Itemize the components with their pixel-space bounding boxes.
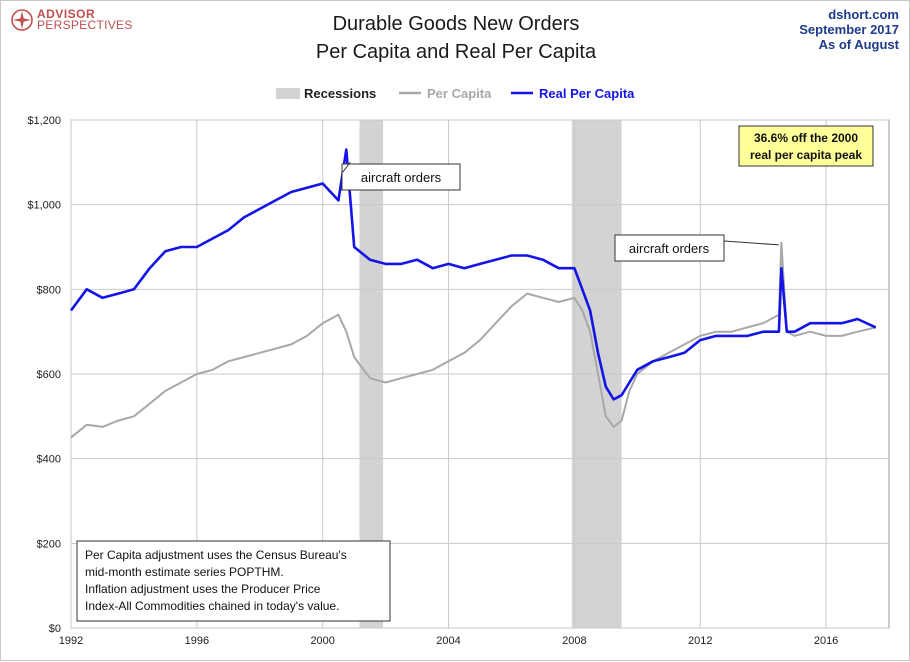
logo-line2: PERSPECTIVES bbox=[37, 18, 133, 32]
as-of-text: As of August bbox=[818, 37, 899, 52]
callout-text-2014: aircraft orders bbox=[629, 241, 710, 256]
series-line-real-per-capita bbox=[69, 148, 877, 401]
date-text: September 2017 bbox=[799, 22, 899, 37]
logo-line1: ADVISOR bbox=[37, 7, 96, 21]
y-tick-label: $600 bbox=[37, 369, 61, 381]
source-block: dshort.com September 2017 As of August bbox=[799, 7, 899, 52]
series-line-per-capita bbox=[70, 241, 877, 439]
x-tick-label: 2008 bbox=[562, 635, 586, 647]
x-tick-label: 2016 bbox=[814, 635, 838, 647]
legend-swatch-recessions bbox=[276, 88, 300, 99]
peak-note-box bbox=[738, 125, 874, 167]
methodology-note-line-2: Inflation adjustment uses the Producer P… bbox=[85, 582, 321, 596]
methodology-note-line-3: Index-All Commodities chained in today's… bbox=[85, 599, 339, 613]
y-tick-label: $800 bbox=[37, 284, 61, 296]
y-tick-label: $200 bbox=[37, 538, 61, 550]
x-tick-label: 2000 bbox=[310, 635, 334, 647]
callout-pointer-2014 bbox=[723, 240, 779, 246]
advisor-perspectives-logo: ADVISOR PERSPECTIVES bbox=[11, 7, 133, 32]
callout-box-2014 bbox=[614, 234, 725, 262]
callout-pointer-2000 bbox=[341, 162, 351, 174]
y-tick-label: $1,200 bbox=[27, 115, 61, 127]
peak-note-line2: real per capita peak bbox=[750, 148, 862, 162]
compass-icon bbox=[11, 9, 33, 31]
methodology-note-box bbox=[76, 540, 391, 622]
y-tick-label: $0 bbox=[49, 623, 61, 635]
x-tick-label: 2004 bbox=[436, 635, 460, 647]
callout-box-2000 bbox=[341, 163, 461, 191]
source-text: dshort.com bbox=[828, 7, 899, 22]
peak-note-line1: 36.6% off the 2000 bbox=[754, 131, 858, 145]
legend-label-2: Real Per Capita bbox=[539, 86, 635, 101]
methodology-note-line-0: Per Capita adjustment uses the Census Bu… bbox=[85, 548, 347, 562]
chart-title-line1: Durable Goods New Orders bbox=[332, 13, 580, 35]
chart-title-line2: Per Capita and Real Per Capita bbox=[315, 41, 597, 63]
x-tick-label: 1992 bbox=[59, 635, 83, 647]
methodology-note-line-1: mid-month estimate series POPTHM. bbox=[85, 565, 284, 579]
legend-label-0: Recessions bbox=[304, 86, 376, 101]
y-tick-label: $1,000 bbox=[27, 200, 61, 212]
x-tick-label: 1996 bbox=[185, 635, 209, 647]
legend-label-1: Per Capita bbox=[427, 86, 492, 101]
x-tick-label: 2012 bbox=[688, 635, 712, 647]
callout-text-2000: aircraft orders bbox=[361, 170, 442, 185]
y-tick-label: $400 bbox=[37, 454, 61, 466]
